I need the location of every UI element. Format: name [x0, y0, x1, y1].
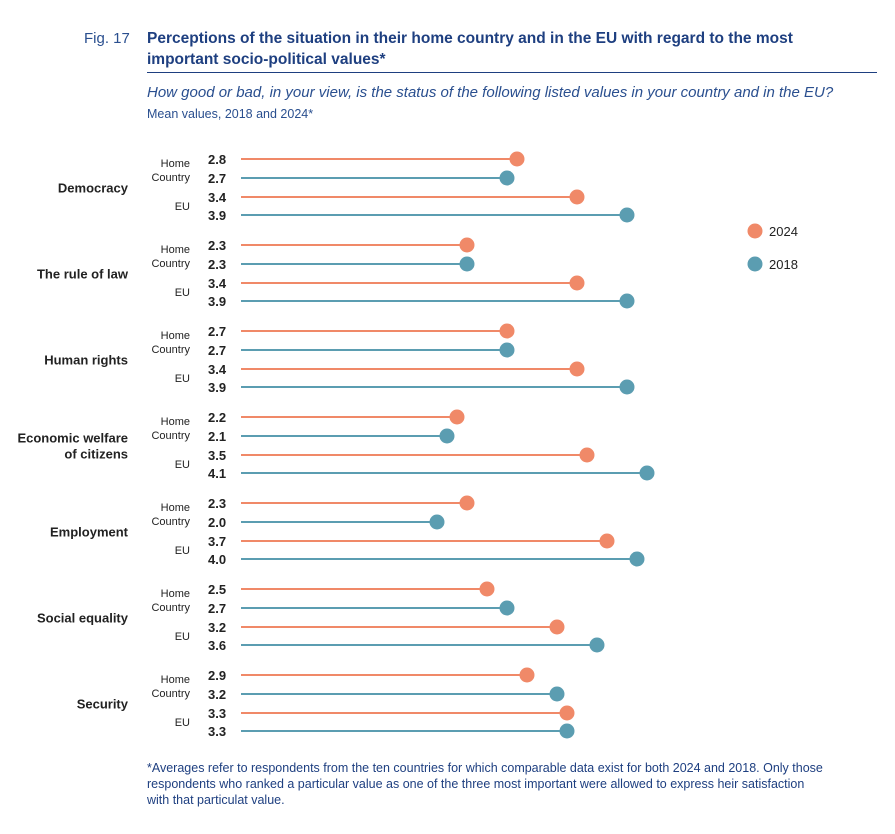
category-label: Employment	[50, 525, 129, 540]
lollipop-dot	[499, 170, 515, 186]
data-label: 2.7	[208, 324, 226, 339]
lollipop-dot	[429, 514, 445, 530]
category-label: The rule of law	[37, 267, 129, 282]
lollipop-dot	[549, 686, 565, 702]
title-divider	[147, 72, 877, 73]
data-label: 2.5	[208, 582, 226, 597]
category-label: Security	[77, 697, 129, 712]
data-label: 3.9	[208, 294, 226, 309]
data-label: 2.9	[208, 668, 226, 683]
data-label: 2.1	[208, 429, 226, 444]
row-label-home: Country	[151, 688, 190, 700]
row-label-eu: EU	[175, 459, 190, 471]
data-label: 3.5	[208, 448, 226, 463]
lollipop-dot	[619, 293, 635, 309]
row-label-home: Country	[151, 430, 190, 442]
subtitle-question: How good or bad, in your view, is the st…	[147, 84, 834, 101]
row-label-eu: EU	[175, 631, 190, 643]
data-label: 3.2	[208, 687, 226, 702]
data-label: 2.3	[208, 257, 226, 272]
row-label-home: Home	[161, 158, 190, 170]
category-label: Social equality	[37, 611, 129, 626]
data-label: 2.3	[208, 238, 226, 253]
lollipop-dot	[519, 667, 535, 683]
data-label: 3.4	[208, 190, 227, 205]
row-label-eu: EU	[175, 373, 190, 385]
lollipop-dot	[509, 151, 525, 167]
lollipop-dot	[589, 637, 605, 653]
legend-label: 2024	[769, 224, 798, 239]
lollipop-dot	[449, 409, 465, 425]
data-label: 2.7	[208, 171, 226, 186]
lollipop-dot	[559, 723, 575, 739]
category-label: Human rights	[44, 353, 128, 368]
category-label: Economic welfare	[17, 431, 128, 446]
lollipop-dot	[459, 256, 475, 272]
row-label-home: Country	[151, 516, 190, 528]
data-label: 2.7	[208, 601, 226, 616]
lollipop-dot	[499, 600, 515, 616]
row-label-home: Home	[161, 330, 190, 342]
row-label-eu: EU	[175, 717, 190, 729]
lollipop-dot	[579, 447, 595, 463]
lollipop-dot	[459, 495, 475, 511]
footnote: *Averages refer to respondents from the …	[147, 761, 823, 807]
lollipop-dot	[559, 705, 575, 721]
row-label-home: Home	[161, 674, 190, 686]
lollipop-dot	[479, 581, 495, 597]
data-label: 3.9	[208, 380, 226, 395]
row-label-home: Home	[161, 588, 190, 600]
data-label: 3.7	[208, 534, 226, 549]
lollipop-dot	[639, 465, 655, 481]
legend-marker	[747, 223, 763, 239]
data-label: 3.4	[208, 362, 227, 377]
legend-marker	[747, 256, 763, 272]
data-label: 3.6	[208, 638, 226, 653]
lollipop-dot	[549, 619, 565, 635]
data-label: 3.9	[208, 208, 226, 223]
data-label: 4.0	[208, 552, 226, 567]
data-label: 4.1	[208, 466, 226, 481]
lollipop-dot	[619, 379, 635, 395]
category-label: Democracy	[58, 181, 129, 196]
data-label: 3.3	[208, 706, 226, 721]
lollipop-dot	[599, 533, 615, 549]
data-label: 2.3	[208, 496, 226, 511]
lollipop-dot	[569, 189, 585, 205]
figure-label: Fig. 17	[84, 30, 130, 47]
row-label-home: Country	[151, 344, 190, 356]
data-label: 2.0	[208, 515, 226, 530]
row-label-eu: EU	[175, 287, 190, 299]
lollipop-dot	[569, 275, 585, 291]
lollipop-dot	[629, 551, 645, 567]
row-label-home: Home	[161, 502, 190, 514]
data-label: 3.4	[208, 276, 227, 291]
lollipop-dot	[499, 342, 515, 358]
row-label-home: Country	[151, 602, 190, 614]
row-label-eu: EU	[175, 545, 190, 557]
row-label-home: Home	[161, 416, 190, 428]
chart-title: Perceptions of the situation in their ho…	[147, 30, 793, 68]
row-label-home: Country	[151, 258, 190, 270]
data-label: 3.2	[208, 620, 226, 635]
data-label: 3.3	[208, 724, 226, 739]
lollipop-dot	[439, 428, 455, 444]
legend-label: 2018	[769, 257, 798, 272]
lollipop-dot	[619, 207, 635, 223]
lollipop-dot	[459, 237, 475, 253]
row-label-home: Home	[161, 244, 190, 256]
subtitle-note: Mean values, 2018 and 2024*	[147, 107, 314, 121]
row-label-eu: EU	[175, 201, 190, 213]
lollipop-dot	[569, 361, 585, 377]
row-label-home: Country	[151, 172, 190, 184]
lollipop-dot	[499, 323, 515, 339]
data-label: 2.2	[208, 410, 226, 425]
category-label: of citizens	[64, 447, 128, 462]
data-label: 2.7	[208, 343, 226, 358]
chart-subtitle: How good or bad, in your view, is the st…	[147, 82, 847, 125]
data-label: 2.8	[208, 152, 226, 167]
